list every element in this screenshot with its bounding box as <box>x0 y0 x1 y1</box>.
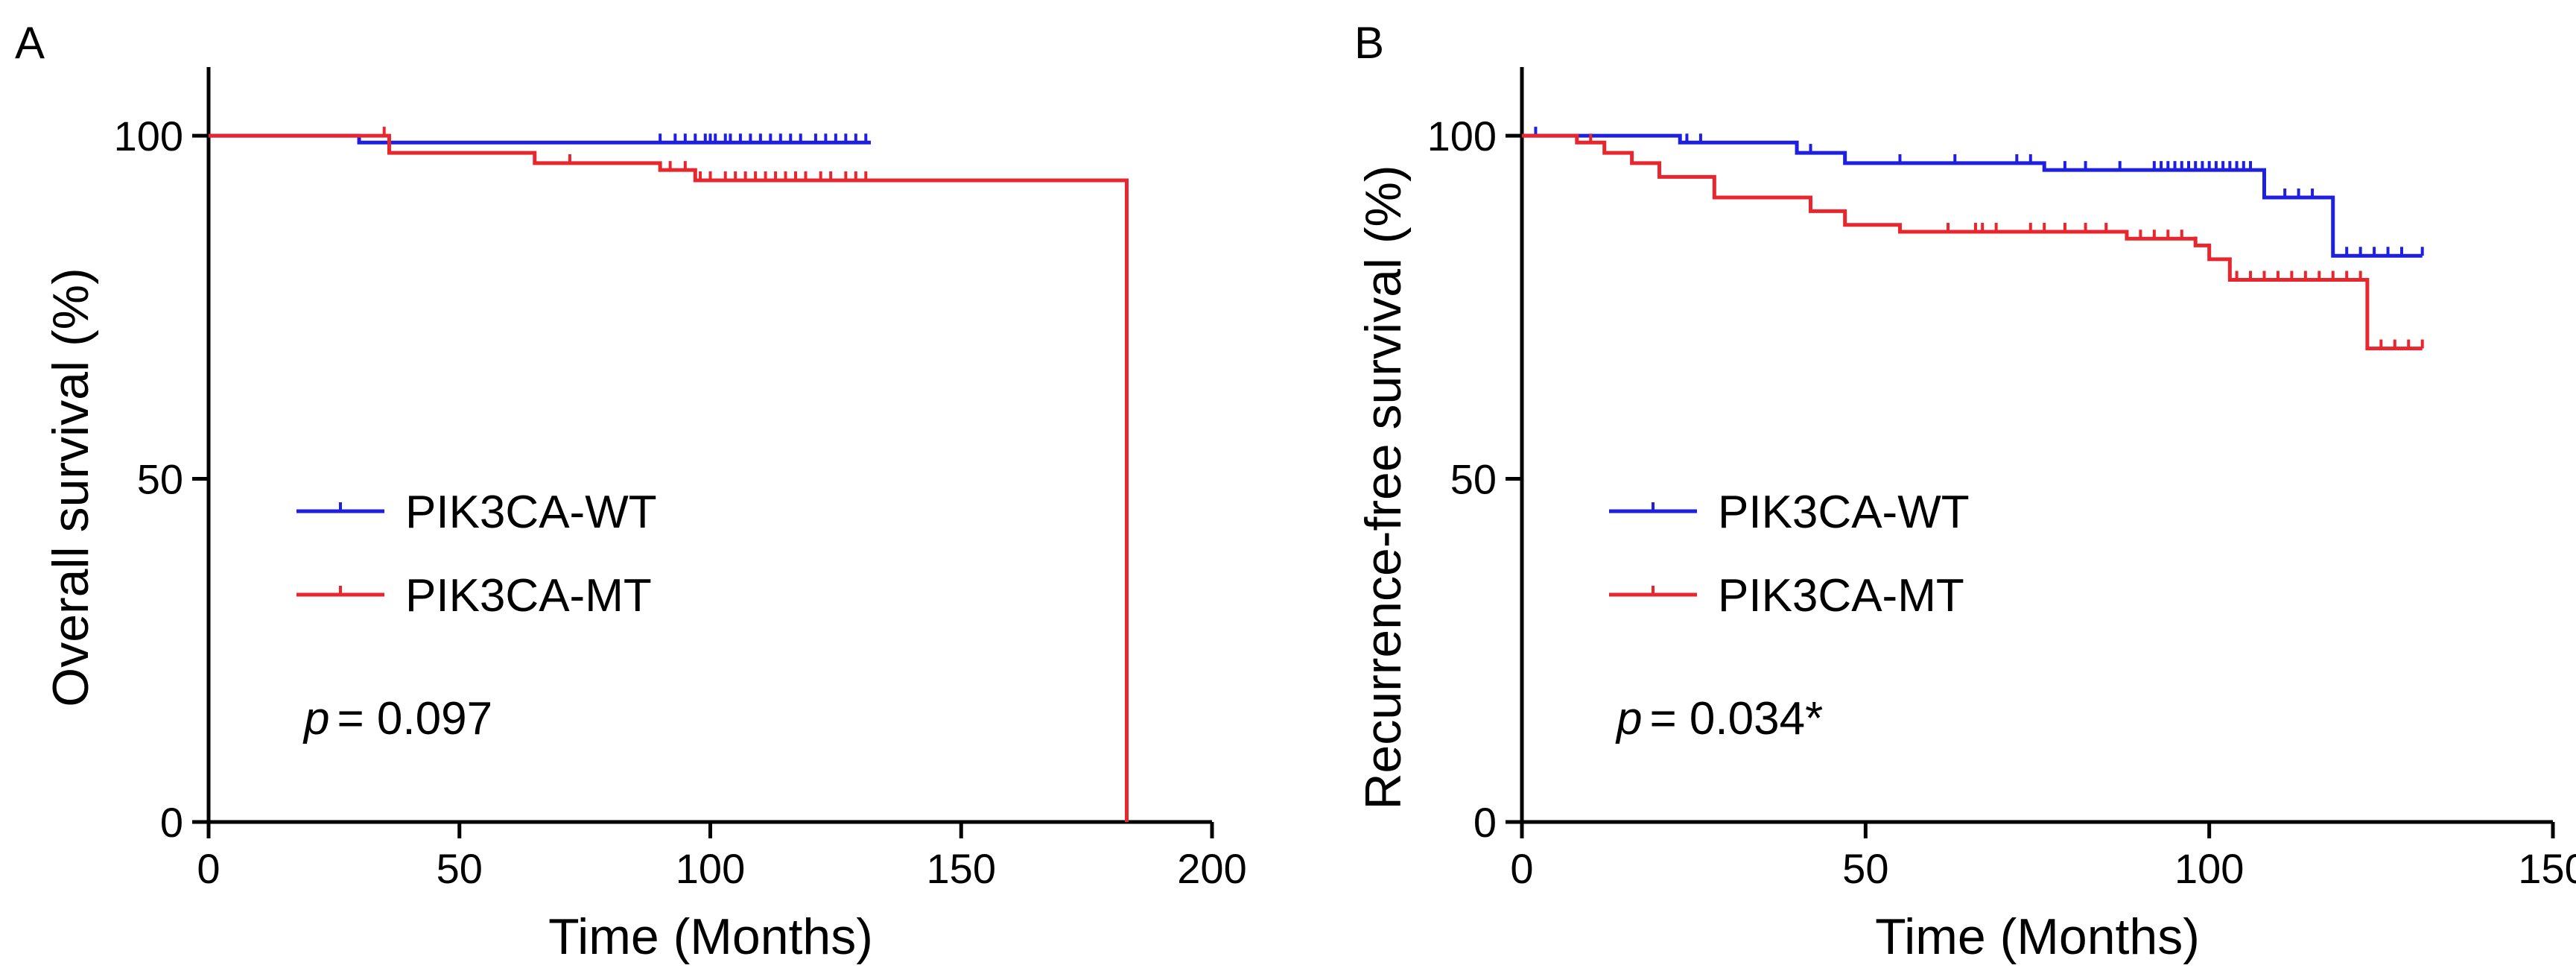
p-symbol-b: p <box>1615 693 1642 744</box>
y-tick-label: 0 <box>1473 799 1497 846</box>
x-tick-label: 200 <box>1177 845 1246 892</box>
x-tick-label: 100 <box>676 845 745 892</box>
y-tick-label: 100 <box>114 113 183 159</box>
axes-a: 0 50 100 150 200 0 50 100 <box>114 67 1247 892</box>
x-tick-label: 150 <box>2518 845 2576 892</box>
p-value-b: = 0.034* <box>1649 693 1823 744</box>
p-value-a: = 0.097 <box>337 693 492 744</box>
x-tick-label: 100 <box>2174 845 2244 892</box>
p-value-annotation-b: p = 0.034* <box>1615 693 1823 744</box>
y-axis-title-a: Overall survival (%) <box>42 268 99 706</box>
legend-a: PIK3CA-WT PIK3CA-MT <box>296 487 657 622</box>
y-axis-title-b: Recurrence-free survival (%) <box>1355 165 1412 809</box>
p-value-annotation-a: p = 0.097 <box>302 693 492 744</box>
survival-curve-pik3ca-mt <box>209 133 1129 822</box>
panel-label-b: B <box>1354 18 1384 68</box>
legend-label-mt-a: PIK3CA-MT <box>405 570 652 622</box>
axes-b: 0 50 100 150 0 50 100 <box>1427 67 2576 892</box>
y-tick-label: 50 <box>137 456 183 503</box>
legend-label-wt-a: PIK3CA-WT <box>405 487 657 538</box>
survival-curve-pik3ca-wt <box>1522 133 2423 258</box>
curves-b <box>1522 127 2424 351</box>
x-tick-label: 50 <box>1842 845 1888 892</box>
x-axis-title-b: Time (Months) <box>1875 908 2200 965</box>
panel-a: A Overall survival (%) Time (Months) 0 50… <box>15 18 1247 965</box>
x-axis-title-a: Time (Months) <box>548 908 873 965</box>
x-tick-label: 0 <box>197 845 220 892</box>
x-tick-label: 50 <box>437 845 483 892</box>
legend-label-mt-b: PIK3CA-MT <box>1718 570 1964 622</box>
y-tick-label: 0 <box>160 799 183 846</box>
p-symbol-a: p <box>302 693 329 744</box>
panel-b: B Recurrence-free survival (%) Time (Mon… <box>1354 18 2576 965</box>
x-tick-label: 150 <box>927 845 996 892</box>
legend-label-wt-b: PIK3CA-WT <box>1718 487 1970 538</box>
curves-a <box>209 127 1129 822</box>
panel-label-a: A <box>15 18 45 68</box>
survival-curve-pik3ca-mt <box>1522 133 2423 351</box>
legend-b: PIK3CA-WT PIK3CA-MT <box>1609 487 1970 622</box>
y-tick-label: 100 <box>1427 113 1497 159</box>
y-tick-label: 50 <box>1450 456 1497 503</box>
x-tick-label: 0 <box>1510 845 1533 892</box>
